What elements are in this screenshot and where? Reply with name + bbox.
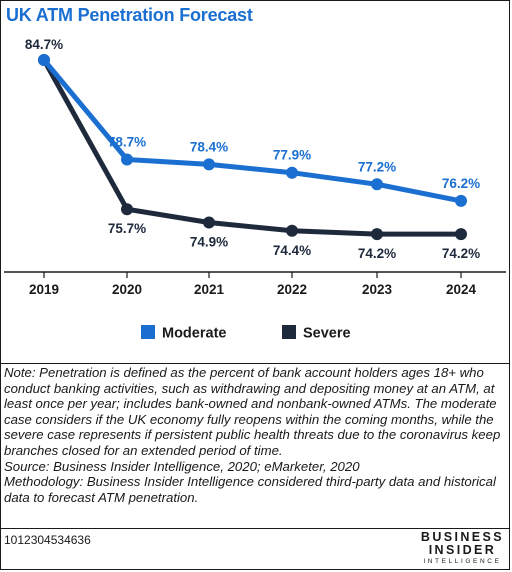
line-chart: 2019 2020 2021 2022 2023 2024 84.7% 78.7% 78.4% 7… — [4, 37, 506, 342]
data-label-moderate-2020: 78.7% — [108, 135, 146, 150]
point-moderate-2021 — [203, 158, 215, 171]
data-label-severe-2023: 74.2% — [358, 246, 396, 261]
point-moderate-2019 — [38, 54, 50, 66]
x-tick-label-2024: 2024 — [446, 282, 477, 297]
methodology-text: Methodology: Business Insider Intelligen… — [4, 474, 496, 505]
data-label-severe-2020: 75.7% — [108, 221, 146, 236]
legend-swatch-severe — [282, 325, 296, 339]
chart-id: 1012304534636 — [4, 533, 91, 547]
brand-business: BUSINESS — [420, 530, 504, 544]
data-label-severe-2021: 74.9% — [190, 235, 228, 250]
x-tick-label-2020: 2020 — [112, 282, 142, 297]
brand-insider: INSIDER — [428, 543, 497, 557]
legend-label-moderate: Moderate — [162, 326, 226, 342]
point-severe-2023 — [371, 228, 383, 241]
source-text: Source: Business Insider Intelligence, 2… — [4, 458, 360, 474]
data-label-moderate-2022: 77.9% — [273, 148, 311, 163]
legend-swatch-moderate — [141, 325, 155, 339]
data-label-moderate-2023: 77.2% — [358, 159, 396, 174]
notes-top-divider — [0, 363, 510, 364]
point-severe-2024 — [455, 228, 467, 241]
data-label-severe-2022: 74.4% — [273, 243, 311, 258]
x-tick-label-2022: 2022 — [277, 282, 307, 297]
data-label-moderate-2021: 78.4% — [190, 139, 228, 154]
chart-title: UK ATM Penetration Forecast — [6, 5, 253, 25]
brand-intelligence: INTELLIGENCE — [423, 558, 502, 565]
point-severe-2022 — [286, 224, 298, 237]
x-tick-label-2019: 2019 — [29, 282, 59, 297]
data-label-moderate-2019: 84.7% — [25, 37, 63, 52]
point-moderate-2024 — [455, 194, 467, 207]
business-insider-intelligence-logo: BUSINESS INSIDER INTELLIGENCE — [421, 531, 504, 566]
series-line-moderate — [41, 57, 464, 204]
series-line-severe — [41, 57, 464, 237]
note-text: Note: Penetration is defined as the perc… — [4, 365, 501, 458]
point-severe-2020 — [121, 203, 133, 216]
data-label-severe-2024: 74.2% — [442, 246, 480, 261]
legend-label-severe: Severe — [303, 326, 351, 342]
x-tick-label-2023: 2023 — [362, 282, 393, 297]
point-moderate-2022 — [286, 166, 298, 179]
x-tick-label-2021: 2021 — [194, 282, 225, 297]
data-label-moderate-2024: 76.2% — [442, 176, 480, 191]
point-moderate-2020 — [121, 153, 133, 166]
point-severe-2021 — [203, 216, 215, 229]
chart-notes: Note: Penetration is defined as the perc… — [4, 365, 508, 505]
point-moderate-2023 — [371, 178, 383, 191]
footer-divider — [0, 528, 510, 529]
